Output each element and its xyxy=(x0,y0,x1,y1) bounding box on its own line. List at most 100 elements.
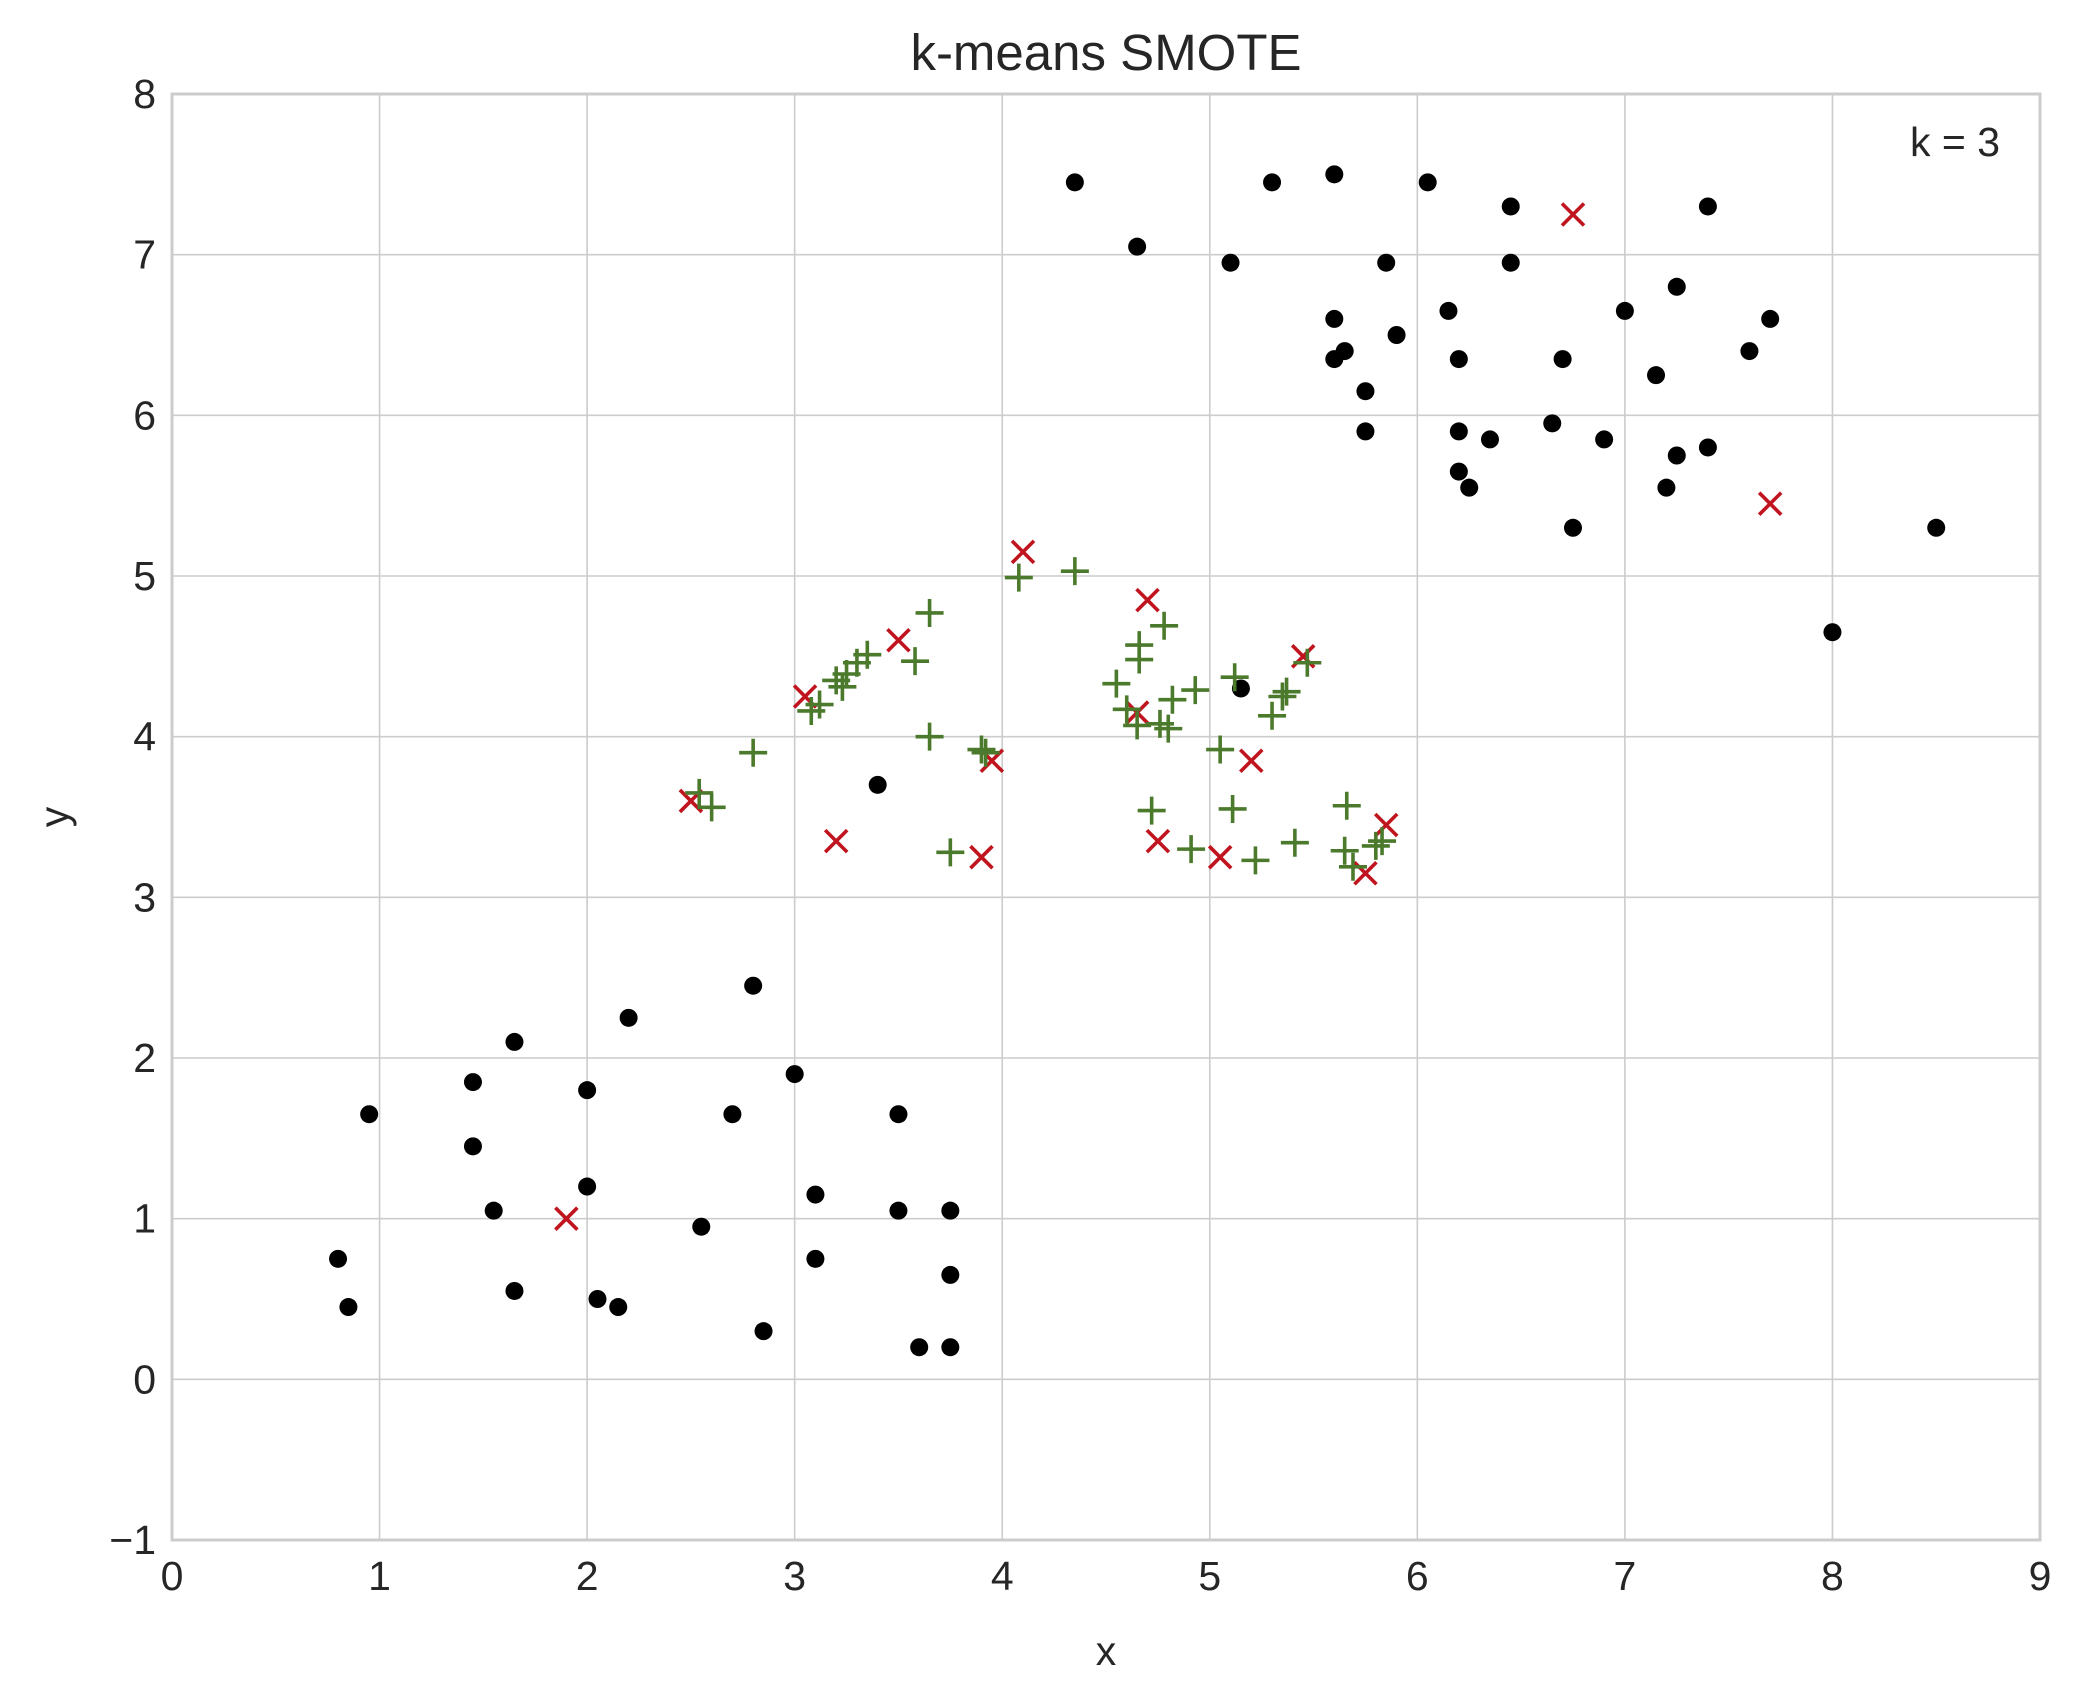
data-point xyxy=(484,1201,503,1220)
data-point xyxy=(941,1201,960,1220)
plot-area-frame xyxy=(170,92,2042,1542)
data-point-plus xyxy=(1150,611,1179,640)
data-point xyxy=(889,1105,908,1124)
data-point xyxy=(578,1177,597,1196)
data-point xyxy=(1460,478,1479,497)
data-point-plus xyxy=(1060,557,1089,586)
data-point xyxy=(1325,309,1344,328)
chart-title: k-means SMOTE xyxy=(910,24,1301,81)
data-point-x xyxy=(886,627,911,653)
x-tick-label: 2 xyxy=(576,1553,599,1599)
x-tick-label: 4 xyxy=(991,1553,1014,1599)
data-point xyxy=(806,1185,825,1204)
x-axis-label: x xyxy=(1096,1628,1117,1674)
data-point xyxy=(723,1105,742,1124)
data-point xyxy=(1761,309,1780,328)
data-point xyxy=(505,1281,524,1300)
data-point xyxy=(1501,197,1520,216)
data-point xyxy=(868,775,887,794)
data-point xyxy=(1740,342,1759,361)
data-point-plus xyxy=(797,696,826,725)
data-point-plus xyxy=(1272,677,1301,706)
data-point xyxy=(1698,438,1717,457)
data-point xyxy=(692,1217,711,1236)
data-point xyxy=(1595,430,1614,449)
x-tick-label: 5 xyxy=(1198,1553,1221,1599)
data-point-plus xyxy=(901,647,930,676)
k-annotation: k = 3 xyxy=(1910,119,2000,165)
data-point xyxy=(1823,623,1842,642)
data-point-plus xyxy=(822,666,851,695)
data-point xyxy=(1449,422,1468,441)
data-point-x xyxy=(1207,844,1233,870)
x-tick-label: 3 xyxy=(783,1553,806,1599)
data-point-plus xyxy=(739,738,768,767)
y-tick-label: −1 xyxy=(109,1517,156,1563)
data-point-plus xyxy=(1258,701,1287,730)
data-point-x xyxy=(1135,587,1160,613)
data-point-plus xyxy=(697,793,726,822)
data-point-plus xyxy=(1293,648,1322,677)
data-point xyxy=(941,1265,960,1284)
data-point-x xyxy=(1373,812,1399,838)
data-point xyxy=(360,1105,379,1124)
data-point xyxy=(941,1338,960,1357)
y-tick-label: 5 xyxy=(133,553,156,599)
data-point xyxy=(588,1290,607,1308)
data-point xyxy=(619,1008,638,1027)
data-point-plus xyxy=(828,672,857,701)
data-point xyxy=(744,976,763,995)
y-tick-label: 0 xyxy=(133,1356,156,1402)
data-point xyxy=(1065,173,1084,192)
x-tick-label: 9 xyxy=(2029,1553,2052,1599)
data-point xyxy=(1564,518,1582,537)
data-point xyxy=(1667,277,1686,296)
x-tick-label: 6 xyxy=(1406,1553,1429,1599)
y-tick-label: 1 xyxy=(133,1196,156,1242)
data-point-x xyxy=(1239,748,1264,774)
data-point xyxy=(339,1298,358,1317)
data-point xyxy=(463,1073,482,1092)
data-point xyxy=(578,1081,597,1100)
data-point xyxy=(1263,173,1282,192)
data-point xyxy=(329,1249,348,1268)
y-tick-label: 4 xyxy=(133,714,156,760)
data-point-plus xyxy=(685,778,714,807)
data-point xyxy=(889,1201,908,1220)
data-point xyxy=(1657,478,1676,497)
x-tick-label: 7 xyxy=(1613,1553,1636,1599)
data-point-plus xyxy=(1206,735,1235,764)
data-point-x xyxy=(823,828,849,854)
data-point xyxy=(1325,165,1344,184)
data-point-plus xyxy=(915,722,944,751)
y-tick-label: 8 xyxy=(133,71,156,117)
data-point xyxy=(1647,366,1666,385)
data-point-plus xyxy=(1361,831,1390,860)
data-point-plus xyxy=(1220,663,1249,692)
data-point xyxy=(1480,430,1499,449)
data-point xyxy=(1698,197,1717,216)
data-point-plus xyxy=(1112,695,1141,724)
data-point xyxy=(910,1338,929,1357)
data-point xyxy=(1325,350,1344,369)
data-point-plus xyxy=(1137,796,1166,825)
y-axis-label: y xyxy=(31,806,77,827)
data-point xyxy=(1927,518,1946,537)
data-point-plus xyxy=(1154,714,1183,743)
y-tick-label: 3 xyxy=(133,874,156,920)
data-point-plus xyxy=(1268,682,1297,711)
data-point-plus xyxy=(1102,669,1131,698)
data-point xyxy=(1439,301,1458,320)
data-point xyxy=(1449,462,1468,481)
data-point xyxy=(1128,237,1147,256)
data-point-plus xyxy=(1125,645,1154,674)
data-point-plus xyxy=(1218,794,1247,823)
data-point xyxy=(1377,253,1396,272)
data-point-x xyxy=(969,844,994,870)
data-point xyxy=(1553,350,1572,369)
data-point xyxy=(1667,446,1686,465)
data-point xyxy=(1387,326,1406,344)
